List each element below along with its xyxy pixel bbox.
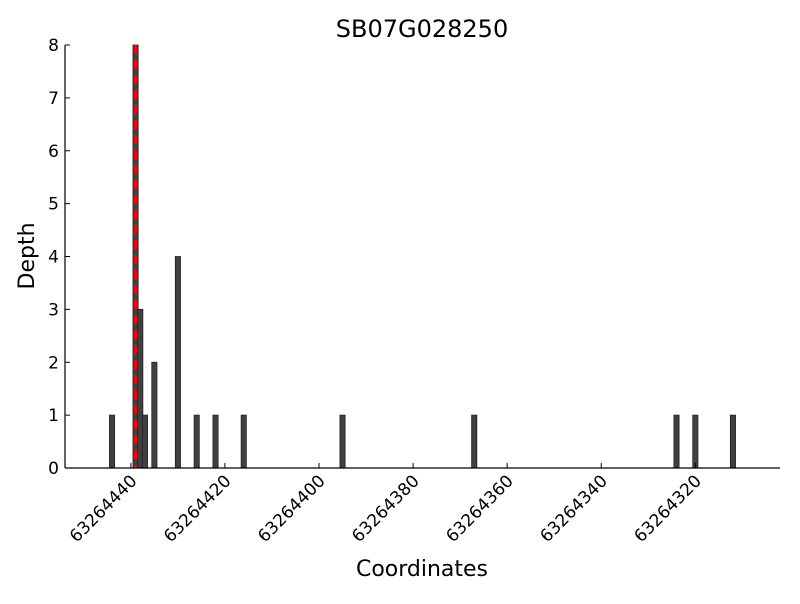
- bar: [151, 361, 158, 469]
- y-tick-label: 7: [48, 89, 59, 109]
- y-tick-label: 0: [48, 459, 59, 479]
- bar: [729, 414, 736, 469]
- x-tick-label: 63264420: [160, 471, 235, 546]
- y-tick-label: 5: [48, 195, 59, 215]
- y-tick-label: 2: [48, 353, 59, 373]
- y-tick-label: 1: [48, 406, 59, 426]
- x-tick-label: 63264440: [66, 471, 141, 546]
- y-tick-label: 4: [48, 248, 59, 268]
- x-axis-label: Coordinates: [356, 557, 488, 582]
- bar: [692, 414, 699, 469]
- bar: [673, 414, 680, 469]
- bar: [240, 414, 247, 469]
- y-axis-label: Depth: [15, 222, 40, 289]
- y-tick-label: 3: [48, 300, 59, 320]
- bar: [471, 414, 478, 469]
- bar: [109, 414, 116, 469]
- y-tick-label: 6: [48, 142, 59, 162]
- bar: [193, 414, 200, 469]
- x-tick-label: 63264360: [442, 471, 517, 546]
- x-tick-label: 63264400: [254, 471, 329, 546]
- x-tick-label: 63264380: [348, 471, 423, 546]
- bar: [339, 414, 346, 469]
- bar: [212, 414, 219, 469]
- chart-title: SB07G028250: [336, 15, 508, 43]
- x-tick-label: 63264320: [631, 471, 706, 546]
- bar: [141, 414, 148, 469]
- bar: [174, 256, 181, 469]
- x-tick-label: 63264340: [536, 471, 611, 546]
- y-tick-label: 8: [48, 36, 59, 56]
- plot-area: 0 1 2 3 4 5 6 7 8 63264440 63264420 63264400 6326438…: [48, 36, 780, 547]
